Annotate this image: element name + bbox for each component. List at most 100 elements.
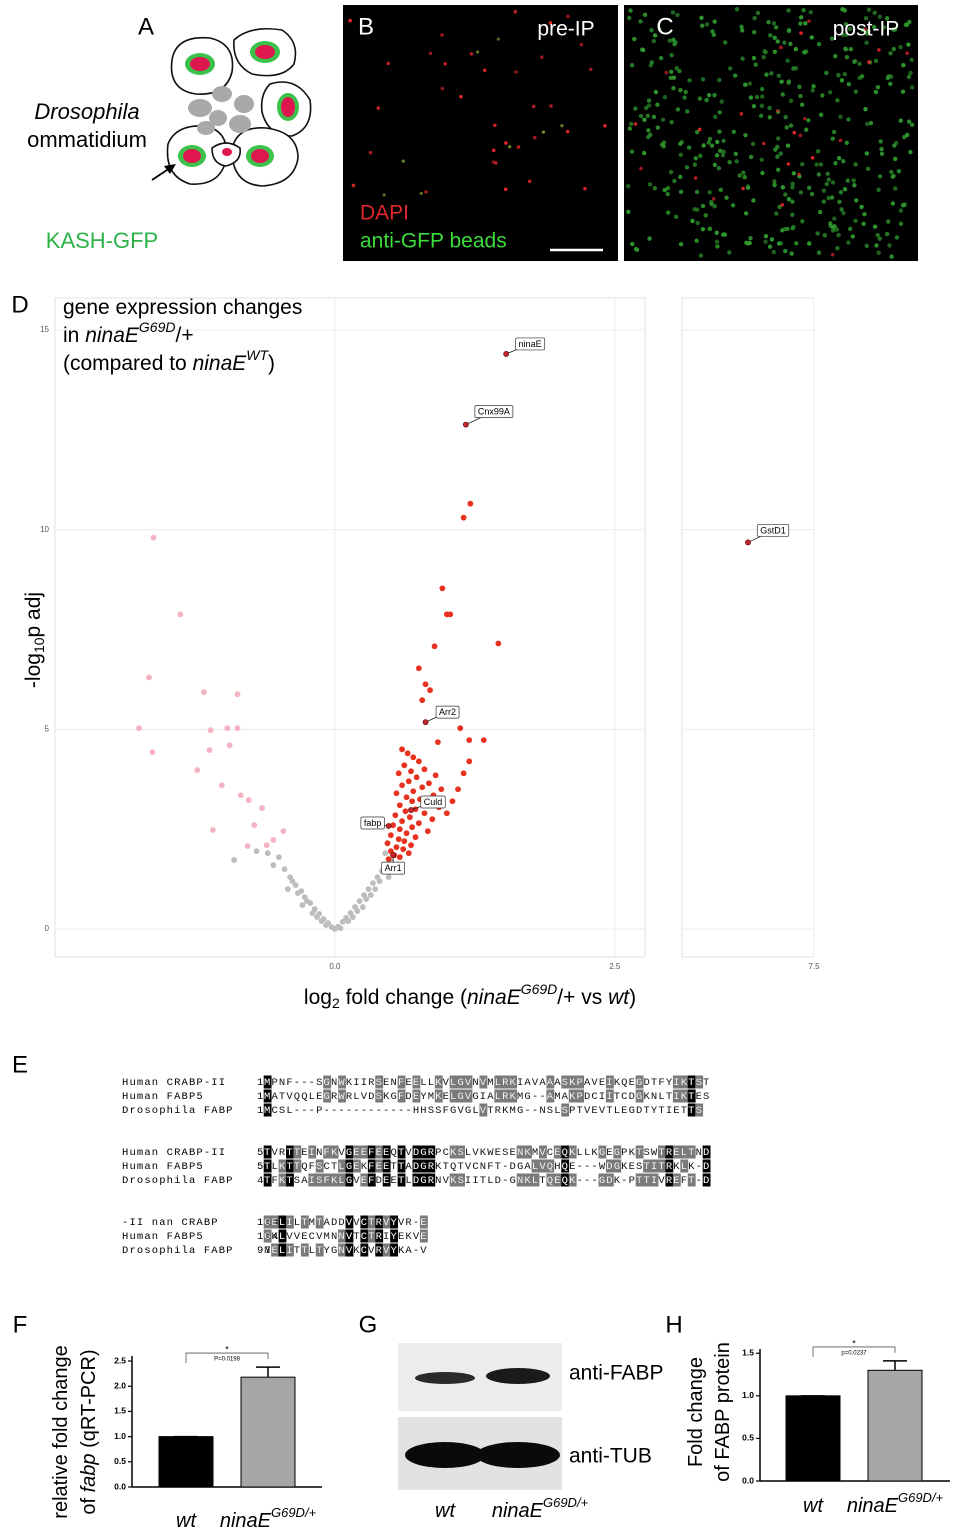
residue-shading [695,1075,704,1089]
data-point [382,850,389,857]
sequence-start: 118 [257,1217,279,1229]
cell-dot [898,44,903,50]
data-point [354,908,361,914]
cell-dot [833,53,838,59]
residue-shading [263,1145,272,1159]
annotated-point [390,852,397,859]
annotated-point [422,719,429,726]
cell-dot [700,23,705,28]
cell-dot [798,133,803,138]
axis-label-text: of [78,1492,100,1514]
residue-shading [382,1159,391,1173]
cell-dot [841,158,846,164]
data-point [259,805,266,811]
cell-dot [628,121,634,127]
annotated-point [503,351,510,357]
cell-dot [603,123,607,128]
residue-shading [338,1243,346,1257]
sequence: MCSL---P------------HHSSFGVGLVTRKMG--NSL… [264,1105,703,1117]
cell-dot [740,56,745,61]
cell-dot [752,15,757,21]
y-tick-label: 1.5 [114,1406,126,1416]
cell-dot [665,185,671,191]
cell-dot [864,40,869,45]
annotation-label: Arr1 [385,863,402,873]
data-point [399,782,405,789]
residue-shading [360,1243,369,1257]
cell-dot [851,178,856,183]
residue-shading [382,1243,391,1257]
lane-superscript: G69D/+ [543,1495,589,1510]
residue-shading [509,1075,518,1089]
nuclei [178,41,299,167]
cell-dot [665,191,670,197]
cell-dot [857,61,862,66]
data-point [349,914,356,920]
category-text: wt [803,1495,824,1517]
data-point [281,866,288,873]
cell-dot [706,92,712,98]
cell-dot [906,42,911,47]
cell-dot [763,239,768,245]
residue-shading [613,1159,622,1173]
residue-shading [390,1243,399,1257]
residue-shading [672,1075,681,1089]
residue-shading [449,1173,458,1187]
cell-dot [496,37,500,41]
cell-dot [799,31,803,35]
annotated-point [385,823,392,829]
residue-shading [546,1075,555,1089]
cell-dot [772,35,777,41]
cell-dot [807,241,812,246]
sequence-name: Human FABP5 [122,1161,204,1173]
cell-dot [790,226,795,231]
data-point [309,910,316,916]
cell-dot [774,211,779,216]
cell-dot [648,132,653,137]
cell-dot [649,27,654,33]
data-point [438,786,445,793]
bar [785,1395,841,1482]
cell-dot [469,52,474,56]
data-point [237,792,244,799]
residue-shading [546,1159,555,1173]
cell-dot [739,112,744,116]
cell-dot [846,81,852,87]
data-point [270,862,277,869]
cell-dot [776,136,781,141]
residue-shading [568,1089,577,1103]
x-axis-label: log2 fold change (ninaEG69D/+ vs wt) [304,981,636,1011]
residue-shading [516,1145,525,1159]
cell-dot [727,160,732,165]
bar [867,1369,923,1482]
plot-area [54,297,646,958]
residue-shading [464,1089,473,1103]
data-point [345,918,352,924]
residue-shading [397,1159,406,1173]
cell-dot [633,246,639,252]
cell-dot [886,219,891,224]
cell-dot [642,12,648,18]
data-point [253,848,260,855]
data-point [376,878,383,885]
cell-dot [652,185,657,191]
lane-text: wt [435,1500,456,1522]
cell-dot [549,104,553,108]
cell-dot [638,113,644,119]
residue-shading [643,1159,651,1173]
axis-label-text: log [304,986,332,1009]
residue-shading [286,1145,294,1159]
cell-dot [625,183,631,189]
cell-dot [703,213,708,218]
data-point [466,758,473,765]
data-point [413,774,420,781]
cell-dot [513,70,518,74]
cell-dot [786,196,792,202]
data-point [447,611,454,618]
cell-dot [835,98,840,103]
residue-shading [553,1145,562,1159]
annotation-label: Culd [424,797,443,807]
cell-dot [638,19,643,24]
data-point [403,830,410,837]
data-point [410,754,417,761]
